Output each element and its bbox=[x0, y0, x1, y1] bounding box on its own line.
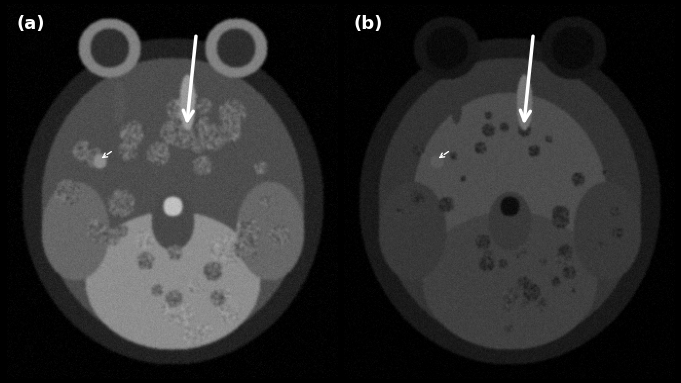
Text: (b): (b) bbox=[354, 15, 383, 33]
Text: (a): (a) bbox=[17, 15, 45, 33]
